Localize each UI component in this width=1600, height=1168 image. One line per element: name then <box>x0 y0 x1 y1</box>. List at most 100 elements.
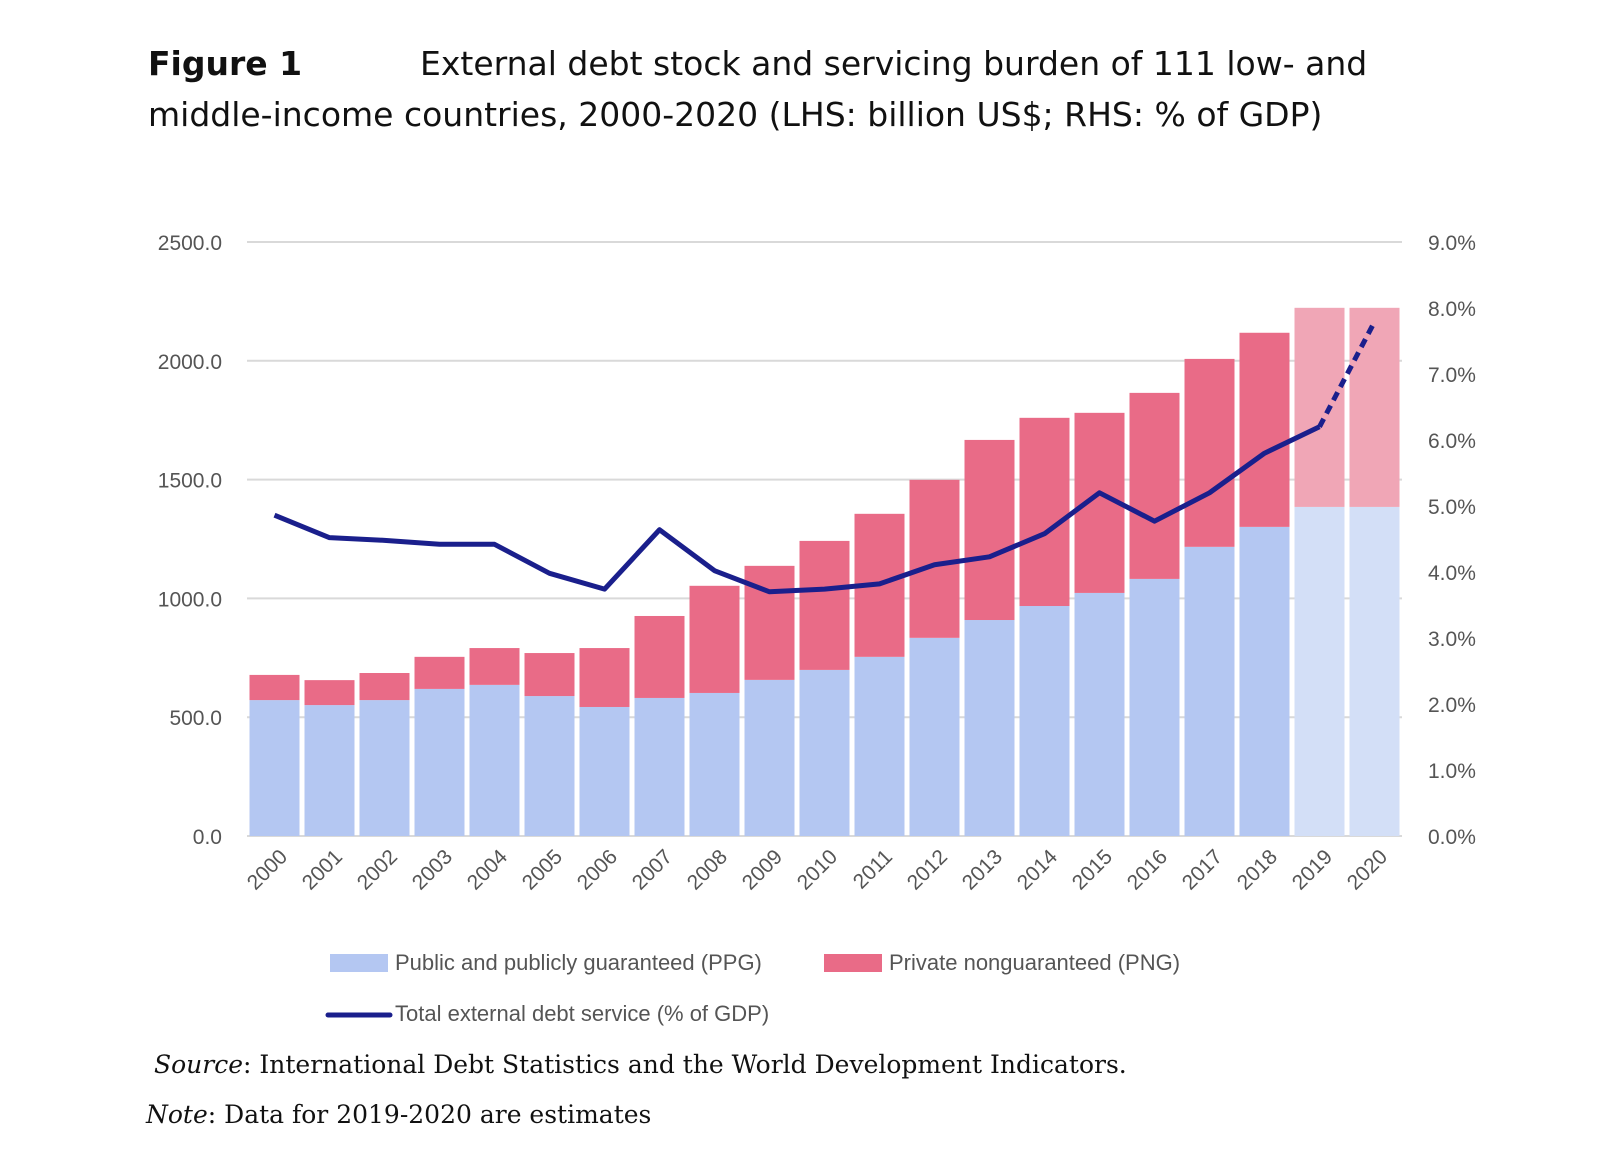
debt-service-line <box>273 320 1377 595</box>
left-axis-ticks: 0.0 500.0 1000.0 1500.0 2000.0 2500.0 <box>158 232 222 849</box>
x-tick-label: 2004 <box>463 845 513 895</box>
x-tick-label: 2017 <box>1178 845 1227 894</box>
figure-label: Figure 1 <box>148 44 303 83</box>
bar-ppg-2015 <box>1074 592 1125 836</box>
x-tick-label: 2006 <box>573 845 622 894</box>
bar-png-2014 <box>1019 417 1070 607</box>
x-tick-label: 2016 <box>1123 845 1172 894</box>
legend-label-png: Private nonguaranteed (PNG) <box>889 950 1180 975</box>
x-tick-label: 2003 <box>408 845 457 894</box>
debt-service-line-estimate <box>1317 320 1377 428</box>
x-tick-label: 2015 <box>1068 845 1117 894</box>
title-line-2: middle-income countries, 2000-2020 (LHS:… <box>148 95 1323 134</box>
x-tick-label: 2011 <box>849 845 897 893</box>
source-text: : International Debt Statistics and the … <box>243 1050 1127 1079</box>
bar-ppg-2007 <box>634 697 685 836</box>
bar-png-2020 <box>1349 307 1400 507</box>
left-tick-label: 500.0 <box>169 707 222 730</box>
right-tick-label: 1.0% <box>1428 760 1476 783</box>
right-tick-label: 4.0% <box>1428 562 1476 585</box>
bar-ppg-2012 <box>909 637 960 836</box>
right-tick-label: 3.0% <box>1428 628 1476 651</box>
bar-ppg-2004 <box>469 684 520 836</box>
bar-ppg-2003 <box>414 688 465 836</box>
bar-ppg-2013 <box>964 620 1015 836</box>
right-tick-label: 9.0% <box>1428 232 1476 255</box>
note-text: : Data for 2019-2020 are estimates <box>207 1100 652 1129</box>
bar-ppg-2011 <box>854 656 905 836</box>
x-tick-label: 2008 <box>683 845 732 894</box>
title-line-1: External debt stock and servicing burden… <box>420 44 1368 83</box>
left-tick-label: 0.0 <box>193 826 222 849</box>
legend-label-ppg: Public and publicly guaranteed (PPG) <box>395 950 762 975</box>
bar-png-2005 <box>524 653 575 697</box>
left-tick-label: 1000.0 <box>158 588 222 611</box>
bar-ppg-2006 <box>579 706 630 836</box>
bars <box>249 307 1400 836</box>
bar-ppg-2020 <box>1349 506 1400 836</box>
x-tick-label: 2002 <box>353 845 402 894</box>
x-tick-label: 2000 <box>243 845 292 894</box>
bar-ppg-2010 <box>799 669 850 836</box>
bar-ppg-2001 <box>304 705 355 836</box>
bar-png-2019 <box>1294 307 1345 507</box>
right-tick-label: 7.0% <box>1428 364 1476 387</box>
debt-service-line-actual <box>273 424 1321 595</box>
chart-title: Figure 1 External debt stock and servicin… <box>148 38 1367 140</box>
note-label: Note <box>146 1100 208 1129</box>
right-tick-label: 6.0% <box>1428 430 1476 453</box>
bar-png-2012 <box>909 479 960 638</box>
bar-ppg-2014 <box>1019 606 1070 836</box>
bar-ppg-2009 <box>744 679 795 836</box>
x-tick-label: 2012 <box>903 845 952 894</box>
bar-png-2006 <box>579 648 630 707</box>
x-tick-label: 2009 <box>738 845 787 894</box>
bar-png-2002 <box>359 673 410 701</box>
legend-swatch-ppg <box>330 954 388 972</box>
left-tick-label: 2000.0 <box>158 351 222 374</box>
bar-png-2001 <box>304 680 355 706</box>
bar-png-2010 <box>799 540 850 670</box>
legend-swatch-png <box>824 954 882 972</box>
bar-png-2000 <box>249 674 300 701</box>
right-tick-label: 2.0% <box>1428 694 1476 717</box>
x-tick-label: 2007 <box>628 845 677 894</box>
right-axis-ticks: 0.0% 1.0% 2.0% 3.0% 4.0% 5.0% 6.0% 7.0% 8.0% 9.0% <box>1428 232 1476 849</box>
bar-png-2008 <box>689 585 740 693</box>
right-tick-label: 8.0% <box>1428 298 1476 321</box>
bar-png-2017 <box>1184 358 1235 547</box>
right-tick-label: 0.0% <box>1428 826 1476 849</box>
x-tick-label: 2014 <box>1013 845 1063 895</box>
legend: Public and publicly guaranteed (PPG) Pri… <box>325 950 1180 1026</box>
bar-png-2016 <box>1129 392 1180 579</box>
x-tick-label: 2005 <box>518 845 567 894</box>
x-tick-label: 2001 <box>298 845 347 894</box>
left-tick-label: 2500.0 <box>158 232 222 255</box>
bar-png-2013 <box>964 439 1015 621</box>
bar-png-2018 <box>1239 332 1290 527</box>
x-tick-label: 2010 <box>793 845 842 894</box>
estimate-note: Note: Data for 2019-2020 are estimates <box>146 1100 651 1129</box>
bar-ppg-2000 <box>249 700 300 836</box>
bar-ppg-2018 <box>1239 526 1290 836</box>
x-tick-label: 2018 <box>1233 845 1282 894</box>
x-tick-label: 2020 <box>1343 845 1392 894</box>
x-tick-label: 2013 <box>958 845 1007 894</box>
right-tick-label: 5.0% <box>1428 496 1476 519</box>
bar-ppg-2008 <box>689 692 740 836</box>
bar-ppg-2019 <box>1294 506 1345 836</box>
bar-ppg-2002 <box>359 700 410 836</box>
bar-ppg-2016 <box>1129 578 1180 836</box>
bar-png-2007 <box>634 615 685 698</box>
bar-ppg-2005 <box>524 696 575 836</box>
source-label: Source <box>154 1050 244 1079</box>
source-note: Source: International Debt Statistics an… <box>154 1050 1127 1079</box>
x-tick-label: 2019 <box>1288 845 1337 894</box>
x-axis-ticks: 2000 2001 2002 2003 2004 2005 2006 2007 2008 2009… <box>243 845 1392 895</box>
bar-png-2004 <box>469 648 520 685</box>
left-tick-label: 1500.0 <box>158 470 222 493</box>
legend-label-line: Total external debt service (% of GDP) <box>395 1001 769 1026</box>
bar-png-2003 <box>414 656 465 689</box>
bar-ppg-2017 <box>1184 546 1235 836</box>
